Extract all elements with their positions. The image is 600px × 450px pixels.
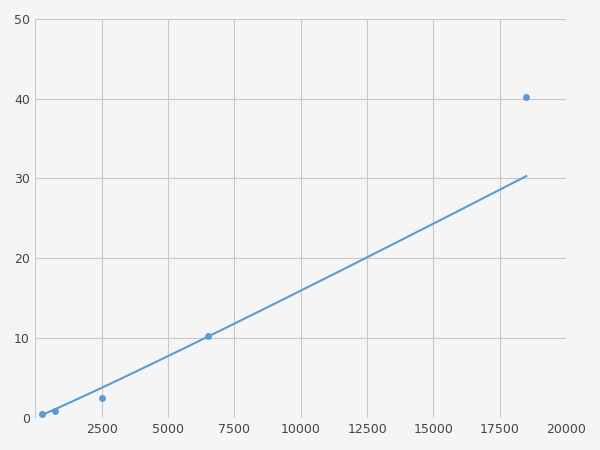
Point <box>203 333 213 340</box>
Point <box>37 410 47 417</box>
Point <box>50 408 60 415</box>
Point <box>97 394 107 401</box>
Point <box>521 94 531 101</box>
